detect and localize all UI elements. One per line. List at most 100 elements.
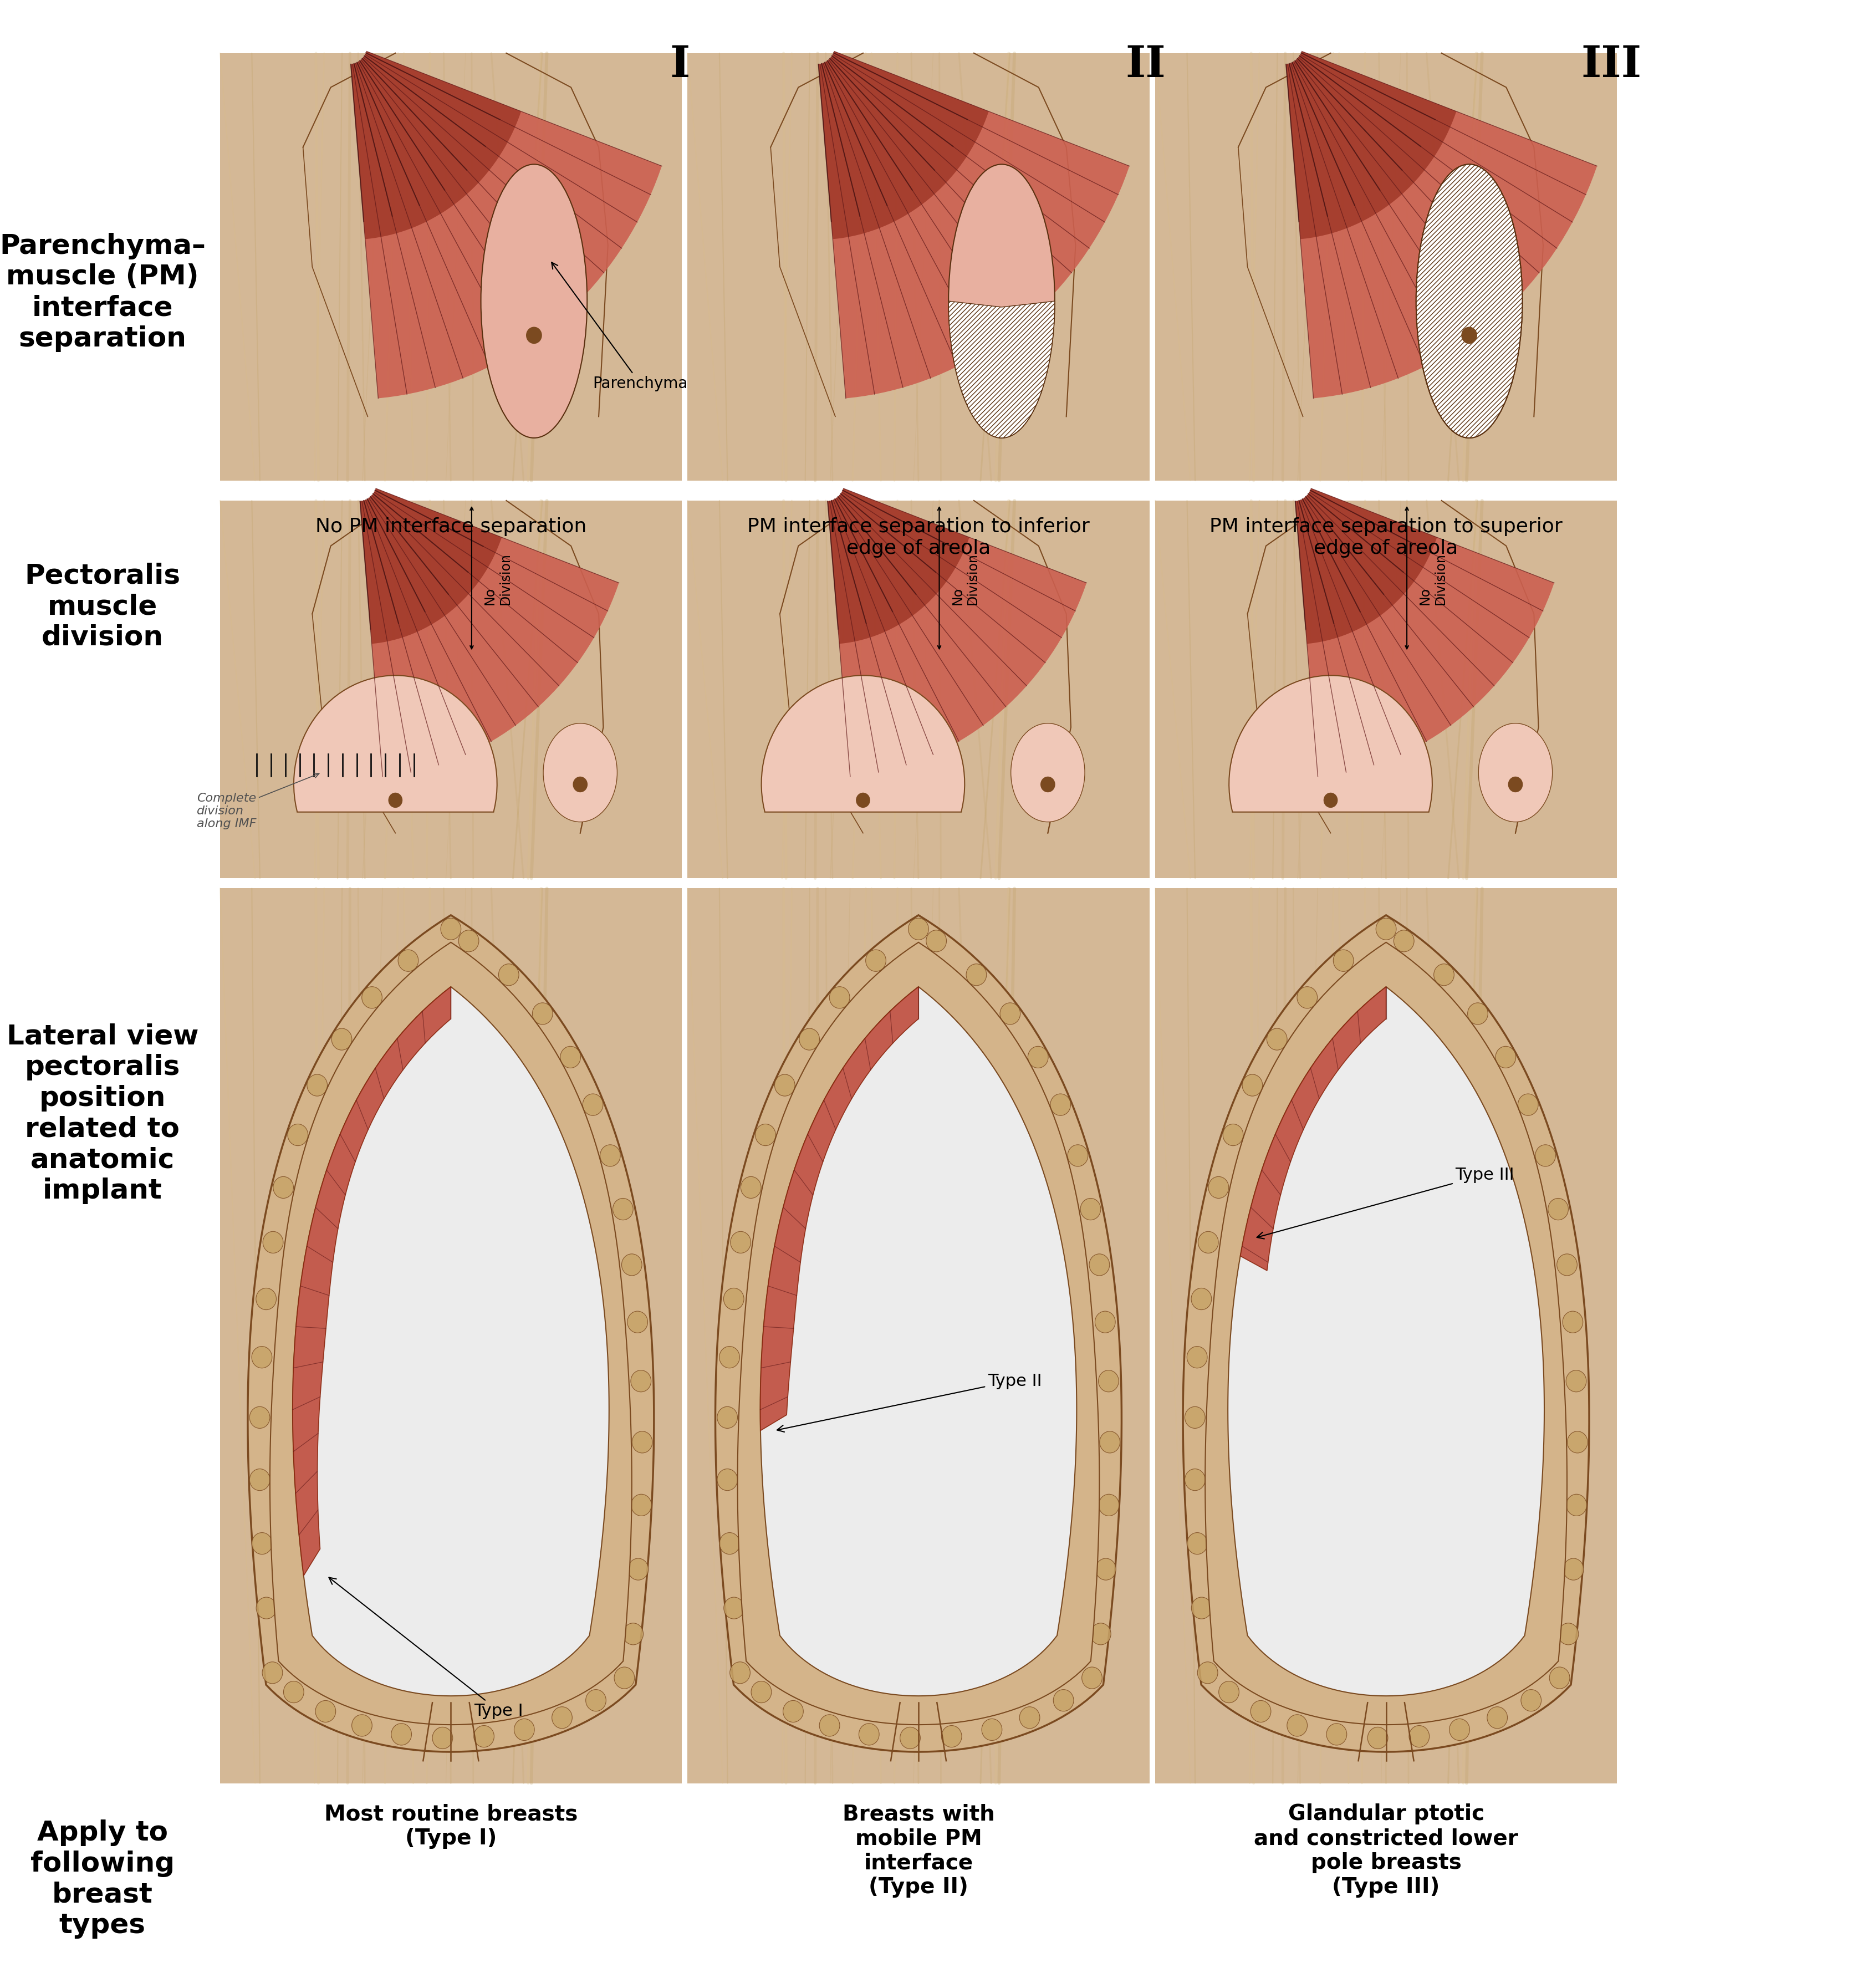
Circle shape [399,950,419,972]
Circle shape [1099,1495,1120,1517]
Circle shape [252,1533,272,1555]
Polygon shape [350,52,661,400]
Bar [220,889,682,1783]
Circle shape [1394,930,1414,952]
Text: Parenchyma–
muscle (PM)
interface
separation: Parenchyma– muscle (PM) interface separa… [0,233,205,352]
Polygon shape [738,942,1099,1726]
Polygon shape [827,489,1086,777]
Circle shape [1051,1093,1071,1115]
Ellipse shape [1012,724,1084,823]
Circle shape [1095,1559,1116,1580]
Circle shape [1209,1177,1230,1199]
Circle shape [1187,1346,1207,1368]
Ellipse shape [544,724,617,823]
Circle shape [533,1004,553,1024]
Circle shape [1408,1726,1429,1747]
Circle shape [1185,1469,1205,1491]
Circle shape [585,1690,605,1712]
Circle shape [982,1720,1002,1741]
Circle shape [730,1233,751,1252]
Circle shape [628,1559,648,1580]
Text: Breasts with
mobile PM
interface
(Type II): Breasts with mobile PM interface (Type I… [842,1803,995,1897]
Circle shape [1000,1004,1021,1024]
Circle shape [287,1125,307,1145]
Circle shape [551,1708,572,1728]
Bar [1155,889,1617,1783]
Circle shape [263,1233,283,1252]
Text: Most routine breasts
(Type I): Most routine breasts (Type I) [324,1803,578,1849]
Circle shape [615,1668,635,1688]
Polygon shape [1228,986,1544,1696]
Circle shape [1187,1533,1207,1555]
Polygon shape [715,914,1122,1751]
Circle shape [1377,918,1395,940]
Circle shape [1535,1145,1556,1167]
Circle shape [255,1288,276,1310]
Circle shape [442,918,460,940]
Circle shape [755,1125,775,1145]
Text: PM interface separation to inferior
edge of areola: PM interface separation to inferior edge… [747,517,1090,557]
Circle shape [257,1596,276,1618]
Text: No
Division: No Division [483,553,512,604]
Circle shape [775,1076,796,1095]
Circle shape [307,1076,328,1095]
Circle shape [1557,1254,1578,1276]
Circle shape [613,1199,633,1221]
Circle shape [1081,1199,1101,1221]
Polygon shape [948,302,1054,437]
Circle shape [1323,793,1338,809]
Circle shape [993,328,1010,344]
Circle shape [1520,1690,1541,1712]
Circle shape [1367,1728,1388,1749]
Polygon shape [1295,489,1436,644]
Circle shape [909,918,928,940]
Circle shape [1090,1622,1110,1644]
Text: I: I [671,44,689,85]
Circle shape [1192,1596,1211,1618]
Circle shape [1198,1662,1218,1684]
Polygon shape [292,986,451,1576]
Text: No
Division: No Division [1418,553,1448,604]
Text: Pectoralis
muscle
division: Pectoralis muscle division [24,563,181,650]
Circle shape [388,793,402,809]
Circle shape [1557,1622,1578,1644]
Circle shape [1099,1431,1120,1453]
Circle shape [855,793,870,809]
Text: No
Division: No Division [950,553,980,604]
Circle shape [600,1145,620,1167]
Circle shape [1090,1254,1110,1276]
Circle shape [1198,1233,1218,1252]
Circle shape [782,1700,803,1722]
Circle shape [866,950,887,972]
Circle shape [622,1254,643,1276]
Circle shape [1082,1668,1103,1688]
Circle shape [1190,1288,1211,1310]
Polygon shape [270,942,632,1726]
Circle shape [1507,777,1522,793]
Circle shape [622,1622,643,1644]
Circle shape [719,1533,740,1555]
Circle shape [1053,1690,1073,1712]
Circle shape [1567,1370,1585,1392]
Circle shape [1326,1724,1347,1745]
Polygon shape [248,914,654,1751]
Circle shape [1287,1716,1308,1736]
Polygon shape [760,986,918,1431]
Polygon shape [760,986,1077,1696]
Circle shape [820,1716,840,1736]
Polygon shape [762,676,965,813]
Bar [687,889,1149,1783]
Circle shape [1487,1708,1507,1728]
Text: Lateral view
pectoralis
position
related to
anatomic
implant: Lateral view pectoralis position related… [6,1024,199,1203]
Polygon shape [294,676,497,813]
Circle shape [1185,1408,1205,1429]
Bar [220,501,682,879]
Circle shape [1567,1431,1587,1453]
Circle shape [725,1596,743,1618]
Bar [687,501,1149,879]
Polygon shape [360,489,619,777]
Circle shape [1243,1076,1263,1095]
Polygon shape [1285,52,1597,400]
Circle shape [632,1431,652,1453]
Circle shape [1267,1028,1287,1050]
